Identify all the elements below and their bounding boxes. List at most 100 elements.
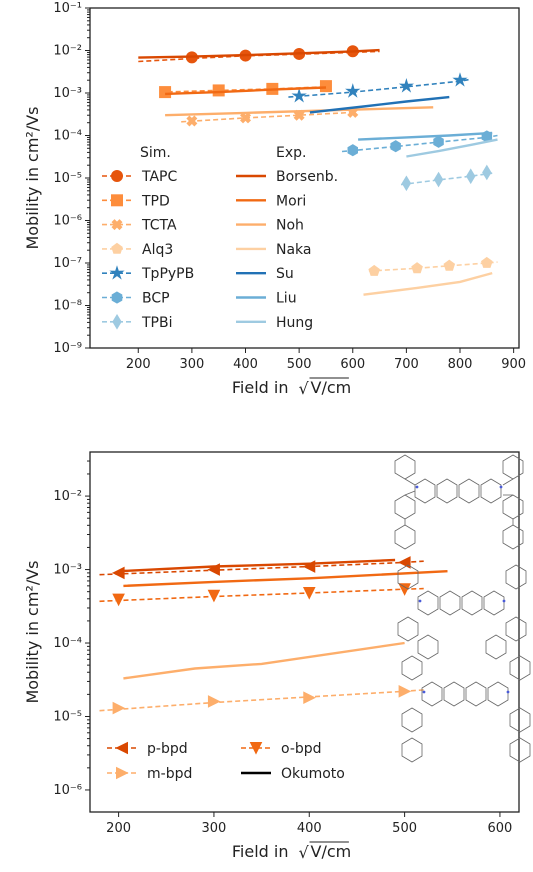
data-point-tppypb <box>398 78 415 93</box>
x-tick-label: 700 <box>394 357 419 372</box>
legend-label-liu: Liu <box>276 291 297 307</box>
legend-marker-p-bpd <box>115 741 128 755</box>
x-tick-label: 300 <box>202 821 227 836</box>
y-tick-label: 10⁻¹ <box>53 1 82 16</box>
legend-marker-o-bpd <box>249 742 263 755</box>
plot-frame <box>89 451 520 813</box>
chart-top: 200 300 400 500 600 700 800 900 10⁻⁹ 10⁻⁸ 10⁻⁷ 10⁻⁶… <box>23 1 526 398</box>
data-point-m-bpd <box>398 685 412 698</box>
y-tick-label: 10⁻⁴ <box>53 636 82 651</box>
data-point-alq3 <box>443 259 456 271</box>
series-line-mori <box>165 86 327 96</box>
legend-label-tcta: TCTA <box>141 218 177 234</box>
legend-label-naka: Naka <box>276 242 312 258</box>
legend-label-tpd: TPD <box>141 193 170 209</box>
y-tick-label: 10⁻⁵ <box>53 709 82 724</box>
data-point-m-bpd <box>207 695 221 708</box>
x-tick-label: 400 <box>297 821 322 836</box>
data-point-tpd <box>212 84 225 97</box>
series-line-naka <box>363 271 493 296</box>
series-line-alq3 <box>368 261 498 272</box>
legend-header-sim: Sim. <box>140 145 171 161</box>
series-line-p-bpd <box>99 560 424 576</box>
molecule-m-bpd-image <box>401 655 531 763</box>
data-point-tpd <box>319 80 332 93</box>
series-line-o-bpd-exp <box>123 570 448 588</box>
y-tick-label: 10⁻⁶ <box>53 783 82 798</box>
data-point-m-bpd <box>112 701 126 715</box>
x-axis-label: Field in √ V/cm <box>232 377 352 398</box>
legend-marker-tapc <box>111 170 123 182</box>
y-axis-label: Mobility in cm²/Vs <box>23 560 42 703</box>
legend-marker-alq3 <box>111 242 123 254</box>
series-line-liu <box>358 131 493 141</box>
y-tick-label: 10⁻⁹ <box>53 341 82 356</box>
data-point-tpd <box>159 86 172 99</box>
legend-label-tppypb: TpPyPB <box>141 266 194 282</box>
series-line-tpbi <box>400 172 493 186</box>
legend-label-bcp: BCP <box>142 291 170 307</box>
molecule-o-bpd-image <box>397 564 527 660</box>
legend-marker-tpd <box>111 194 123 207</box>
svg-text:Field in: Field in <box>232 378 289 397</box>
x-tick-label: 600 <box>488 821 513 836</box>
legend-label-hung: Hung <box>276 315 313 331</box>
y-tick-label: 10⁻⁷ <box>53 256 82 271</box>
svg-text:V/cm: V/cm <box>311 378 352 397</box>
legend-label-o-bpd: o-bpd <box>281 741 322 757</box>
data-point-alq3 <box>368 264 380 276</box>
data-point-tpbi <box>433 171 444 188</box>
x-axis-label: Field in √ V/cm <box>232 841 352 862</box>
y-tick-label: 10⁻⁴ <box>53 129 82 144</box>
svg-text:Field in: Field in <box>232 842 289 861</box>
data-point-tpbi <box>401 175 412 192</box>
legend-label-borsenb: Borsenb. <box>276 169 338 185</box>
legend-label-su: Su <box>276 266 294 282</box>
data-point-p-bpd <box>397 556 411 569</box>
series-line-hung <box>406 138 498 158</box>
legend-label-p-bpd: p-bpd <box>147 741 188 757</box>
legend-label-m-bpd: m-bpd <box>147 766 192 782</box>
series-line-borsenb <box>138 48 380 59</box>
legend-marker-bcp <box>111 291 123 304</box>
y-tick-label: 10⁻⁸ <box>53 299 82 314</box>
chart-bottom: 200 300 400 500 600 10⁻⁶ 10⁻⁵ 10⁻⁴ 10⁻³ 10⁻² Mobil… <box>23 451 520 862</box>
series-line-tppypb <box>288 78 471 98</box>
molecule-p-bpd-image <box>394 454 524 550</box>
data-point-o-bpd <box>207 589 221 603</box>
x-tick-label: 500 <box>392 821 417 836</box>
y-tick-label: 10⁻³ <box>53 86 82 101</box>
data-point-tppypb <box>452 72 468 87</box>
x-tick-label: 300 <box>179 357 204 372</box>
y-tick-label: 10⁻⁶ <box>53 214 82 229</box>
y-tick-label: 10⁻² <box>53 44 82 59</box>
data-point-tcta <box>186 115 198 127</box>
legend-header-exp: Exp. <box>276 145 306 161</box>
x-tick-label: 200 <box>126 357 151 372</box>
series-line-p-bpd-exp <box>118 558 396 573</box>
legend-marker-tpbi <box>112 313 122 330</box>
y-tick-label: 10⁻⁵ <box>53 171 82 186</box>
series-line-m-bpd-exp <box>123 641 405 680</box>
data-point-o-bpd <box>112 593 125 607</box>
data-point-bcp <box>390 140 401 153</box>
legend-marker-tppypb <box>109 265 125 280</box>
x-tick-label: 500 <box>287 357 312 372</box>
data-point-m-bpd <box>303 691 316 705</box>
legend-marker-tcta <box>111 219 123 231</box>
y-axis-label: Mobility in cm²/Vs <box>23 106 42 249</box>
legend-label-okumoto: Okumoto <box>281 766 345 782</box>
data-point-o-bpd <box>398 583 411 596</box>
series-line-m-bpd <box>99 689 424 712</box>
data-point-tcta <box>240 112 252 124</box>
data-point-bcp <box>433 135 444 148</box>
x-tick-label: 800 <box>448 357 473 372</box>
data-point-bcp <box>347 144 358 157</box>
x-tick-label: 400 <box>233 357 258 372</box>
x-tick-label: 600 <box>340 357 365 372</box>
svg-text:V/cm: V/cm <box>311 842 352 861</box>
data-point-alq3 <box>481 256 493 268</box>
data-point-tpbi <box>466 168 476 185</box>
legend-label-mori: Mori <box>276 193 306 209</box>
